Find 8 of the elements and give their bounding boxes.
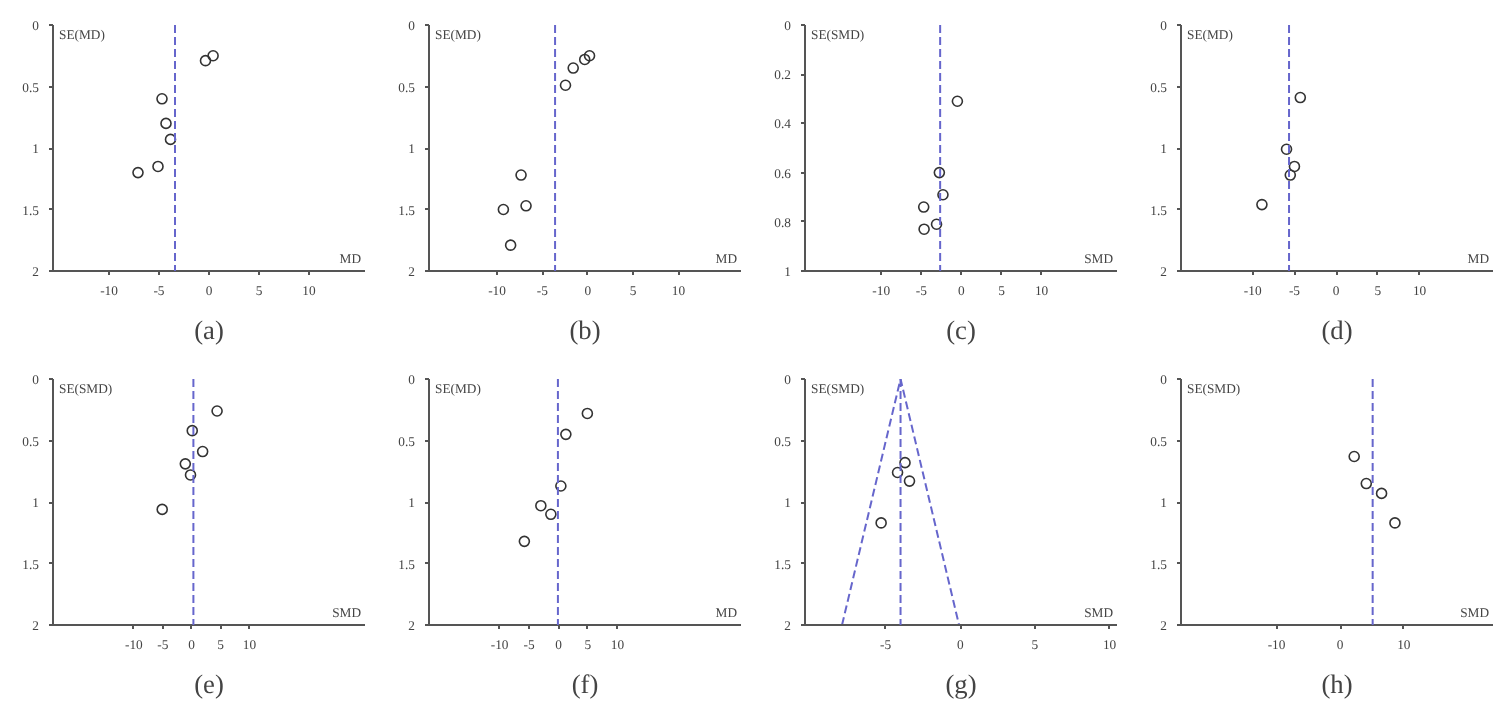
text: (f) — [571, 669, 599, 699]
text: (a) — [194, 315, 224, 345]
text: (e) — [194, 669, 224, 699]
text: (d) — [1321, 315, 1353, 345]
text: (g) — [945, 669, 977, 699]
text: (c) — [946, 315, 976, 345]
text: (b) — [569, 315, 601, 345]
text: (h) — [1321, 669, 1353, 699]
